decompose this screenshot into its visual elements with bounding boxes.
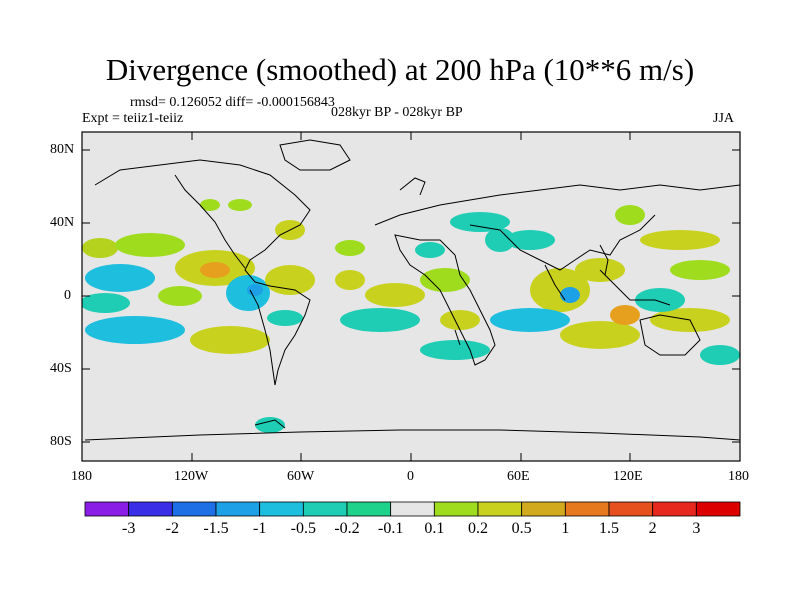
lon-label-180w: 180 [71, 469, 92, 484]
colorbar-label: 2 [648, 520, 657, 537]
colorbar-label: 1 [561, 520, 570, 537]
lon-label-120e: 120E [613, 469, 643, 484]
colorbar-swatch [477, 501, 523, 517]
colorbar-swatch [84, 501, 130, 517]
colorbar-swatch [608, 501, 654, 517]
colorbar-label: 0.5 [511, 520, 532, 537]
colorbar-swatch [564, 501, 610, 517]
colorbar-label: -1 [252, 520, 267, 537]
colorbar-label: 0.1 [424, 520, 445, 537]
experiment-label: Expt = teiiz1-teiiz [82, 111, 184, 126]
lon-label-120w: 120W [174, 469, 209, 484]
colorbar-swatch [259, 501, 304, 517]
stats-label: rmsd= 0.126052 diff= -0.000156843 [130, 95, 335, 110]
colorbar-swatch [652, 501, 697, 517]
colorbar-swatch [346, 501, 392, 517]
colorbar-swatch [521, 501, 566, 517]
colorbar-label: -3 [121, 520, 136, 537]
colorbar-swatch [171, 501, 217, 517]
colorbar-label: -1.5 [203, 520, 229, 537]
lat-label-80n: 80N [50, 142, 75, 157]
map-title: Divergence (smoothed) at 200 hPa (10**6 … [105, 52, 695, 87]
divergence-field [82, 199, 740, 433]
colorbar-swatch [390, 501, 435, 517]
lon-label-60e: 60E [507, 469, 530, 484]
colorbar-label: -2 [165, 520, 179, 537]
colorbar-label: 1.5 [599, 520, 619, 537]
lon-label-60w: 60W [287, 469, 315, 484]
lat-ticks [82, 149, 740, 443]
colorbar-swatch [128, 501, 173, 517]
colorbar-swatch [433, 501, 479, 517]
lat-label-80s: 80S [50, 434, 72, 449]
colorbar-swatch [215, 501, 261, 517]
lon-ticks [81, 132, 741, 461]
colorbar-label: -0.2 [334, 520, 360, 537]
colorbar-swatch [695, 501, 741, 517]
lat-label-40s: 40S [50, 361, 72, 376]
coastlines [84, 139, 740, 441]
season-label: JJA [713, 111, 735, 126]
lat-label-40n: 40N [50, 215, 75, 230]
colorbar-label: -0.1 [377, 520, 404, 537]
colorbar-swatch [302, 501, 348, 517]
lat-label-0: 0 [64, 288, 71, 303]
lon-label-180e: 180 [728, 469, 749, 484]
period-label: 028kyr BP - 028kyr BP [331, 105, 463, 120]
colorbar [84, 501, 741, 517]
colorbar-label: 0.2 [468, 520, 488, 537]
colorbar-label: -0.5 [290, 520, 316, 537]
lon-label-0: 0 [407, 469, 414, 484]
colorbar-label: 3 [692, 520, 701, 537]
